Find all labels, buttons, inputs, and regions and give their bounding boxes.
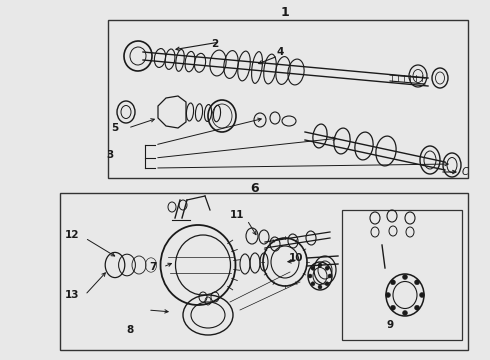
Ellipse shape [415,280,419,285]
Bar [342,210,462,340]
Ellipse shape [386,292,391,297]
Text: 1: 1 [281,5,290,18]
Ellipse shape [311,266,315,270]
Text: 2: 2 [211,39,219,49]
Ellipse shape [325,266,329,270]
Ellipse shape [402,310,408,315]
Ellipse shape [325,282,329,286]
Text: 5: 5 [111,123,119,133]
Text: C: C [462,167,469,177]
Ellipse shape [415,305,419,310]
Ellipse shape [328,274,332,278]
Ellipse shape [308,274,312,278]
Ellipse shape [318,263,322,267]
Text: 11: 11 [230,210,244,220]
Text: 6: 6 [251,181,259,194]
Text: 7: 7 [149,262,157,272]
Text: 3: 3 [106,150,114,160]
Ellipse shape [419,292,424,297]
Ellipse shape [318,285,322,289]
Text: 13: 13 [65,290,79,300]
Text: 4: 4 [276,47,284,57]
Text: 12: 12 [65,230,79,240]
Text: 8: 8 [126,325,134,335]
Ellipse shape [311,282,315,286]
Ellipse shape [391,305,395,310]
Ellipse shape [402,274,408,279]
Ellipse shape [391,280,395,285]
Bar [108,20,468,178]
Text: 9: 9 [387,320,393,330]
Bar [60,193,468,350]
Text: 10: 10 [289,253,303,263]
